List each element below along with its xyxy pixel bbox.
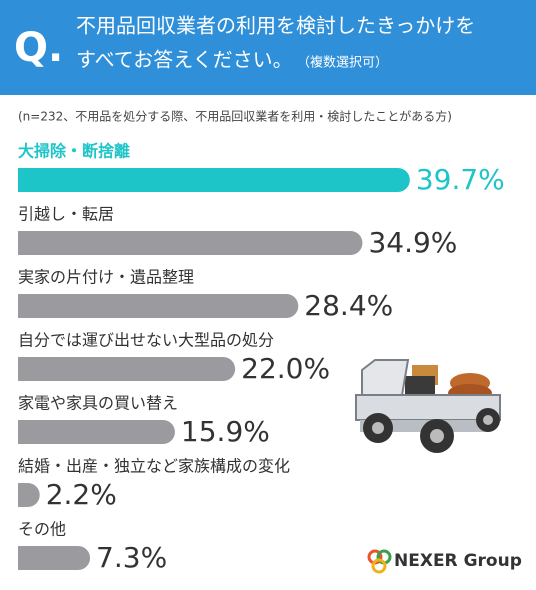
value-label: 39.7% <box>416 163 505 196</box>
category-label: 家電や家具の買い替え <box>18 394 178 413</box>
value-label: 2.2% <box>46 478 117 511</box>
title-line: 不用品回収業者の利用を検討したきっかけを <box>76 14 475 38</box>
value-label: 22.0% <box>241 352 330 385</box>
value-label: 7.3% <box>96 541 167 574</box>
logo-text: NEXER Group <box>394 551 522 571</box>
subtitle: (n=232、不用品を処分する際、不用品回収業者を利用・検討したことがある方) <box>18 109 452 124</box>
title-note: （複数選択可） <box>297 55 388 71</box>
bar <box>18 420 175 444</box>
category-label: 引越し・転居 <box>18 205 114 224</box>
bar <box>18 483 40 507</box>
bar <box>18 294 299 318</box>
truck-illustration <box>355 359 501 453</box>
bar <box>18 546 91 570</box>
header-mark: Q. <box>14 25 63 71</box>
bar <box>18 231 363 255</box>
title-line: すべてお答えください。 <box>76 48 293 72</box>
category-label: 大掃除・断捨離 <box>18 142 130 161</box>
category-label: 結婚・出産・独立など家族構成の変化 <box>18 457 290 476</box>
logo: NEXER Group <box>367 549 522 574</box>
bar <box>18 357 236 381</box>
category-label: 実家の片付け・遺品整理 <box>18 268 194 287</box>
category-label: 自分では運び出せない大型品の処分 <box>18 331 274 350</box>
value-label: 15.9% <box>181 415 270 448</box>
value-label: 28.4% <box>304 289 393 322</box>
category-label: その他 <box>18 520 66 539</box>
bar <box>18 168 410 192</box>
value-label: 34.9% <box>368 226 457 259</box>
header-band <box>0 0 536 95</box>
